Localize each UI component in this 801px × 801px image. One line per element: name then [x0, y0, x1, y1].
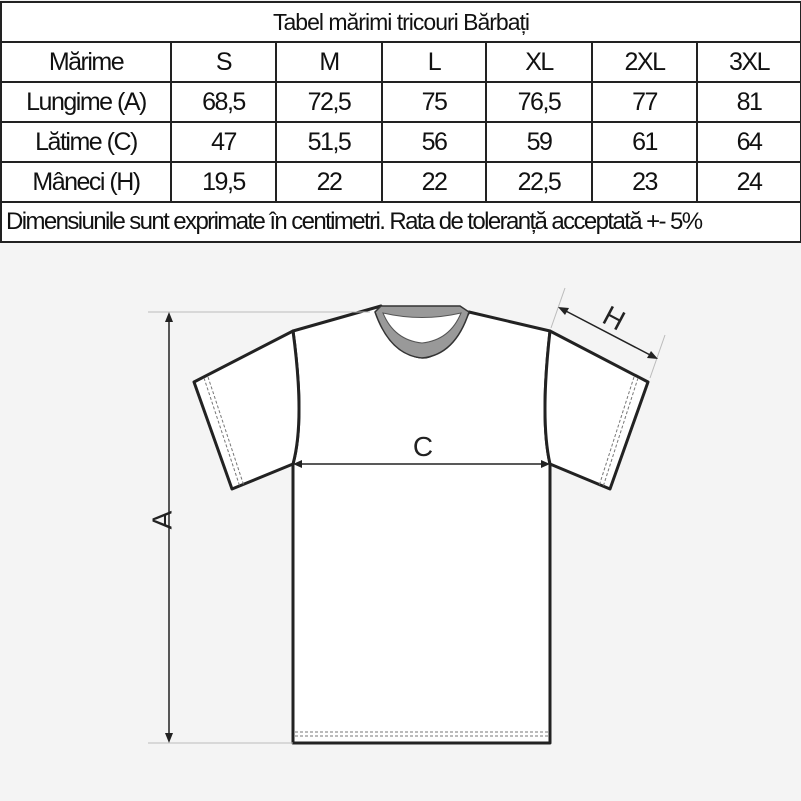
header-cell: XL	[485, 41, 593, 83]
table-cell: 77	[591, 81, 698, 123]
table-cell: 81	[695, 81, 801, 123]
table-cell: 22	[275, 161, 383, 203]
header-cell: Mărime	[0, 41, 172, 83]
table-cell: 22,5	[485, 161, 593, 203]
table-note: Dimensiunile sunt exprimate în centimetr…	[0, 201, 801, 243]
size-chart-table: Tabel mărimi tricouri Bărbați Mărime S M…	[0, 1, 801, 243]
table-row: Lătime (C) 47 51,5 56 59 61 64	[0, 121, 801, 163]
table-cell: 51,5	[275, 121, 383, 163]
arrow-left-icon	[293, 460, 302, 468]
arrow-ul-icon	[558, 307, 569, 315]
arrow-right-icon	[541, 460, 550, 468]
table-cell: 68,5	[170, 81, 277, 123]
table-cell: 56	[381, 121, 487, 163]
table-row: Mâneci (H) 19,5 22 22 22,5 23 24	[0, 161, 801, 203]
stitching	[203, 376, 639, 737]
table-cell: 76,5	[485, 81, 593, 123]
arrow-up-icon	[165, 312, 173, 322]
header-cell: S	[170, 41, 277, 83]
table-row: Lungime (A) 68,5 72,5 75 76,5 77 81	[0, 81, 801, 123]
table-cell: 19,5	[170, 161, 277, 203]
table-cell: 72,5	[275, 81, 383, 123]
arrow-lr-icon	[647, 351, 658, 359]
table-note-row: Dimensiunile sunt exprimate în centimetr…	[0, 201, 801, 243]
label-a: A	[146, 510, 177, 529]
table-header-row: Mărime S M L XL 2XL 3XL	[0, 41, 801, 83]
arrow-down-icon	[165, 733, 173, 743]
table-cell: 23	[591, 161, 698, 203]
table-cell: 22	[381, 161, 487, 203]
collar	[374, 305, 470, 359]
header-cell: M	[275, 41, 383, 83]
sleeve-line	[561, 308, 655, 358]
table-cell: 64	[695, 121, 801, 163]
label-c: C	[413, 431, 433, 462]
tshirt-outline	[192, 304, 650, 745]
table-cell: 47	[170, 121, 277, 163]
header-cell: 3XL	[695, 41, 801, 83]
table-cell: 24	[695, 161, 801, 203]
table-cell: 75	[381, 81, 487, 123]
table-title: Tabel mărimi tricouri Bărbați	[0, 1, 801, 43]
header-cell: 2XL	[591, 41, 698, 83]
table-cell: 59	[485, 121, 593, 163]
measure-lines	[148, 287, 666, 744]
row-label: Lătime (C)	[0, 121, 172, 163]
table-cell: 61	[591, 121, 698, 163]
header-cell: L	[381, 41, 487, 83]
row-label: Lungime (A)	[0, 81, 172, 123]
row-label: Mâneci (H)	[0, 161, 172, 203]
table-title-row: Tabel mărimi tricouri Bărbați	[0, 1, 801, 43]
